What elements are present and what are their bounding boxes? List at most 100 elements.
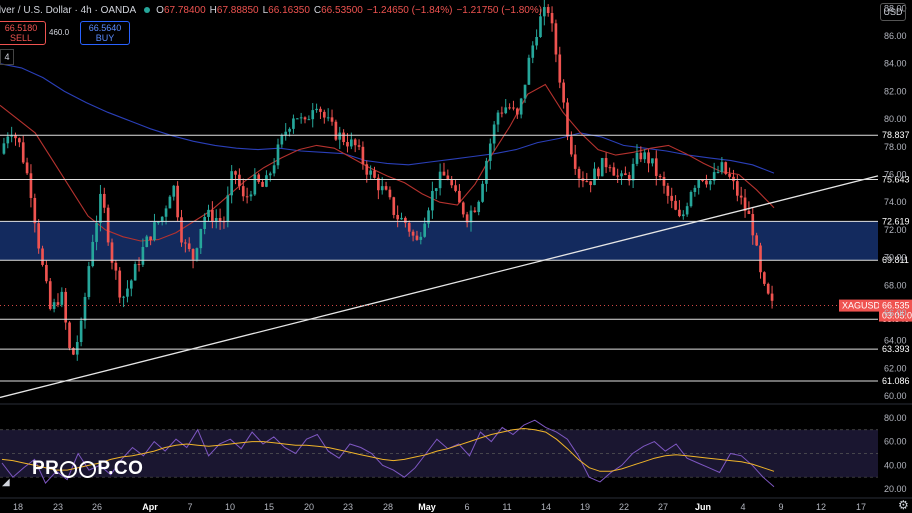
- x-tick-label: 26: [92, 502, 102, 512]
- rsi-ma-line: [1, 427, 775, 472]
- candle-body: [604, 158, 608, 168]
- candle-body: [288, 128, 291, 132]
- x-tick-label: 6: [464, 502, 469, 512]
- symbol-tag-bg: [839, 299, 879, 312]
- candle-body: [763, 272, 766, 284]
- last-price-value: 66.535: [882, 301, 910, 311]
- candle-body: [539, 16, 542, 37]
- candle-body: [419, 236, 423, 240]
- candle-body: [338, 132, 342, 140]
- candle-body: [442, 171, 446, 176]
- candle-body: [122, 296, 125, 298]
- candle-body: [10, 135, 13, 137]
- level-label-bg: [879, 343, 912, 356]
- candle-body: [295, 118, 299, 120]
- buy-price: 66.5640: [88, 23, 122, 33]
- x-tick-label: 11: [502, 502, 511, 512]
- candle-body: [133, 264, 137, 281]
- watermark-logo: PR P.CO: [32, 458, 143, 480]
- candle-body: [118, 270, 122, 298]
- candle-body: [554, 23, 558, 55]
- x-tick-label: 14: [541, 502, 551, 512]
- symbol-title[interactable]: Silver / U.S. Dollar · 4h · OANDA: [0, 4, 137, 16]
- candle-body: [685, 206, 689, 215]
- candle-body: [303, 117, 307, 120]
- candle-body: [651, 158, 654, 164]
- candle-body: [114, 262, 118, 271]
- candle-body: [346, 142, 349, 147]
- x-tick-label: 20: [304, 502, 314, 512]
- candle-body: [207, 209, 210, 217]
- y-tick-label: 70.00: [884, 253, 907, 263]
- candle-body: [643, 152, 647, 160]
- candle-body: [423, 223, 426, 237]
- candle-body: [106, 207, 110, 243]
- candle-body: [666, 185, 670, 196]
- candle-body: [353, 139, 357, 146]
- candle-body: [369, 170, 372, 175]
- candle-body: [234, 171, 237, 175]
- candle-body: [716, 171, 720, 173]
- candle-body: [620, 173, 623, 177]
- candle-body: [589, 181, 592, 186]
- buy-button[interactable]: 66.5640 BUY: [80, 21, 130, 45]
- candle-body: [195, 248, 199, 260]
- candle-body: [102, 193, 106, 208]
- candle-body: [407, 222, 411, 232]
- x-tick-label: Apr: [142, 502, 158, 512]
- candle-body: [550, 12, 554, 24]
- rsi-tick-label: 40.00: [884, 460, 907, 470]
- candle-body: [600, 158, 604, 177]
- bar-timer: 03:05:0: [882, 311, 912, 321]
- candle-body: [593, 168, 596, 186]
- close-label: C: [313, 4, 322, 16]
- logo-ring-icon: [60, 460, 78, 478]
- candle-body: [759, 245, 762, 273]
- settings-gear-icon[interactable]: ⚙: [898, 498, 909, 512]
- level-label-bg: [879, 173, 912, 186]
- candle-body: [292, 118, 295, 129]
- buy-label: BUY: [95, 33, 115, 43]
- candle-body: [477, 201, 481, 213]
- candle-body: [218, 217, 222, 222]
- candle-body: [458, 190, 461, 203]
- candle-body: [373, 170, 376, 178]
- candle-body: [241, 186, 245, 197]
- candle-body: [145, 236, 149, 247]
- candle-body: [322, 111, 326, 118]
- candle-body: [523, 84, 527, 99]
- high-value: 67.88850: [216, 4, 259, 16]
- candle-body: [558, 54, 562, 83]
- level-label-bg: [879, 129, 912, 142]
- candle-body: [411, 231, 415, 236]
- candle-body: [647, 152, 650, 164]
- candle-body: [450, 179, 454, 186]
- candle-body: [41, 248, 44, 265]
- candle-body: [280, 135, 284, 145]
- candle-body: [87, 266, 91, 297]
- candle-body: [29, 173, 33, 198]
- rsi-tick-label: 80.00: [884, 413, 907, 423]
- sell-button[interactable]: 66.5180 SELL: [0, 21, 46, 45]
- candle-body: [199, 228, 203, 249]
- candle-body: [176, 185, 179, 218]
- tradingview-icon[interactable]: ◢: [2, 477, 10, 488]
- x-tick-label: 7: [187, 502, 192, 512]
- candle-body: [739, 195, 743, 198]
- candle-body: [377, 177, 380, 191]
- spread-value: 460.0: [49, 28, 70, 37]
- candle-body: [697, 179, 701, 188]
- x-tick-label: 28: [383, 502, 393, 512]
- candle-body: [770, 293, 774, 301]
- candle-body: [454, 185, 457, 191]
- candle-body: [573, 154, 577, 169]
- interval-box[interactable]: 4: [0, 49, 14, 65]
- y-tick-label: 88.00: [884, 3, 907, 13]
- candle-body: [504, 107, 508, 114]
- x-tick-label: 23: [343, 502, 353, 512]
- x-tick-label: 27: [658, 502, 668, 512]
- currency-button[interactable]: USD: [880, 3, 906, 21]
- level-label-bg: [879, 375, 912, 388]
- rsi-tick-label: 60.00: [884, 437, 907, 447]
